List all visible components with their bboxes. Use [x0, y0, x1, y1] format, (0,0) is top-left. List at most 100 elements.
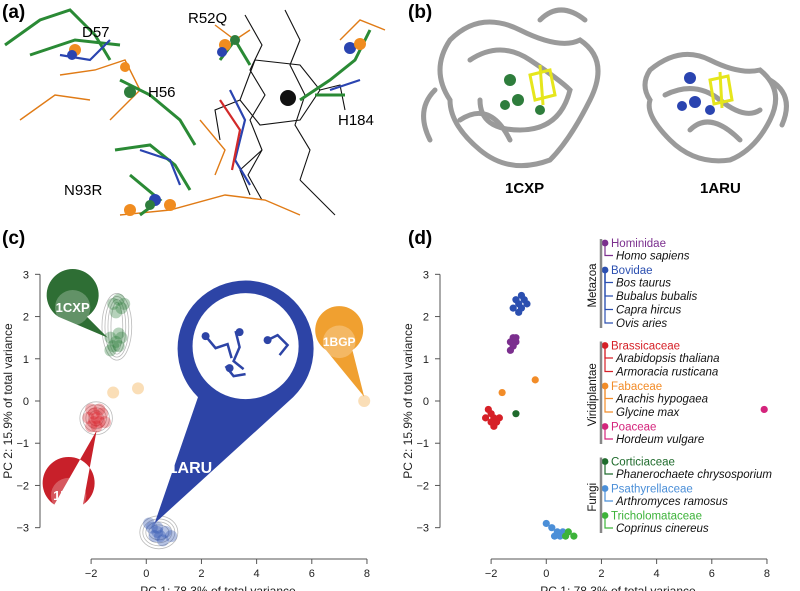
y-tick-label: 3 — [423, 269, 429, 281]
x-tick-label: 0 — [143, 568, 149, 580]
data-point — [118, 297, 131, 310]
legend-tree-branch — [604, 429, 613, 440]
x-tick-label: 6 — [309, 568, 315, 580]
data-point — [115, 302, 128, 315]
x-tick-label: −2 — [85, 568, 98, 580]
legend-species: Arthromyces ramosus — [615, 496, 728, 508]
data-point-brassicaceae — [487, 418, 495, 426]
cluster-label-1aru: 1ARU — [169, 460, 213, 477]
atom-sphere-blue — [689, 96, 701, 108]
data-point — [104, 344, 117, 357]
legend-dot-poaceae — [601, 423, 609, 430]
data-point-bovidae — [517, 304, 526, 312]
data-point — [143, 517, 156, 530]
panel-b-label: (b) — [408, 2, 433, 23]
panel-d-label: (d) — [408, 228, 433, 249]
y-tick-label: 2 — [23, 312, 29, 324]
data-point — [112, 327, 125, 340]
density-contour — [85, 407, 107, 430]
data-point — [90, 411, 103, 424]
y-axis-label: PC 2: 15.9% of total variance — [1, 323, 15, 479]
atom-sphere-green — [504, 74, 516, 86]
data-point-bovidae — [517, 291, 526, 300]
data-point-poaceae — [760, 405, 768, 414]
data-point — [148, 530, 161, 543]
atom-sphere-blue — [344, 42, 356, 54]
data-point — [107, 297, 120, 310]
atom-sphere-green — [124, 86, 136, 98]
legend-tree-branch — [604, 348, 613, 373]
x-tick-label: 4 — [654, 568, 660, 580]
legend-dot-hominidae — [601, 239, 609, 247]
blue-red-sidechains — [59, 39, 361, 186]
structure-label-1cxp: 1CXP — [505, 180, 545, 197]
data-point — [98, 416, 111, 429]
x-tick-label: 8 — [764, 568, 770, 580]
data-point — [93, 403, 106, 416]
structure-1aru-ribbon — [642, 51, 789, 164]
protein-structures-illustration — [421, 7, 789, 169]
legend-species: Bubalus bubalis — [616, 291, 697, 303]
x-tick-label: 4 — [254, 568, 260, 580]
legend-dot-bovidae — [601, 266, 609, 274]
atom-sphere-blue — [217, 47, 227, 57]
atom-sphere-green — [535, 105, 545, 115]
legend-tree-branch — [604, 491, 613, 502]
y-tick-label: 3 — [23, 269, 29, 281]
x-axis-label: PC 1: 78.3% of total variance — [540, 584, 696, 591]
data-point-psathyrellaceae — [550, 532, 559, 540]
data-point — [87, 416, 100, 429]
atom-sphere-orange — [124, 204, 136, 216]
y-tick-label: 0 — [23, 396, 29, 408]
callout-pin — [315, 306, 365, 397]
data-point-hominidae — [506, 346, 515, 354]
legend-dot-brassicaceae — [601, 342, 609, 349]
y-tick-label: −3 — [416, 523, 429, 535]
data-point-tricholomataceae — [561, 532, 570, 540]
legend-tree-branch — [604, 273, 613, 311]
y-axis-label: PC 2: 15.9% of total variance — [401, 323, 415, 479]
data-point — [109, 335, 122, 348]
legend-group-fungi: Fungi — [587, 483, 599, 512]
data-point — [107, 340, 120, 353]
data-point-tricholomataceae — [570, 532, 578, 540]
data-point — [154, 530, 167, 543]
data-point — [104, 331, 117, 344]
data-point-fabaceae — [498, 388, 506, 397]
data-point — [90, 420, 103, 433]
y-tick-label: −1 — [416, 438, 429, 450]
atom-sphere-blue — [235, 328, 244, 337]
data-point — [93, 416, 106, 429]
cluster-label-1h58: 1H58 — [53, 488, 84, 503]
y-tick-label: −1 — [16, 438, 29, 450]
y-tick-label: 0 — [423, 396, 429, 408]
density-contour — [107, 299, 127, 355]
legend-species: Phanerochaete chrysosporium — [616, 469, 772, 481]
cluster-label-1bgp: 1BGP — [323, 335, 356, 349]
atom-sphere-green — [230, 35, 240, 45]
atom-sphere-blue — [225, 364, 234, 373]
legend-species: Homo sapiens — [616, 251, 690, 263]
residue-label-h56: H56 — [148, 84, 176, 101]
legend-species: Coprinus cinereus — [616, 523, 709, 535]
y-tick-label: 2 — [423, 312, 429, 324]
legend-tree-branch — [604, 273, 613, 324]
data-point — [132, 382, 144, 395]
density-contour — [148, 524, 170, 541]
data-point — [151, 525, 164, 538]
atom-sphere-green — [512, 94, 524, 106]
legend-family-corticiaceae: Corticiaceae — [611, 457, 675, 469]
data-point — [87, 407, 100, 420]
atom-sphere-green — [500, 100, 510, 110]
density-contour — [88, 410, 104, 427]
legend-group-metazoa: Metazoa — [587, 263, 599, 308]
density-contour — [79, 401, 113, 436]
atom-sphere-green — [145, 200, 155, 210]
data-point — [82, 411, 95, 424]
cluster-label-1cxp: 1CXP — [56, 300, 90, 315]
callout-pin — [42, 430, 97, 505]
data-point — [151, 521, 164, 534]
legend-dot-psathyrellaceae — [601, 485, 609, 492]
legend-family-bovidae: Bovidae — [611, 265, 653, 277]
sidechain-stick — [232, 330, 245, 371]
